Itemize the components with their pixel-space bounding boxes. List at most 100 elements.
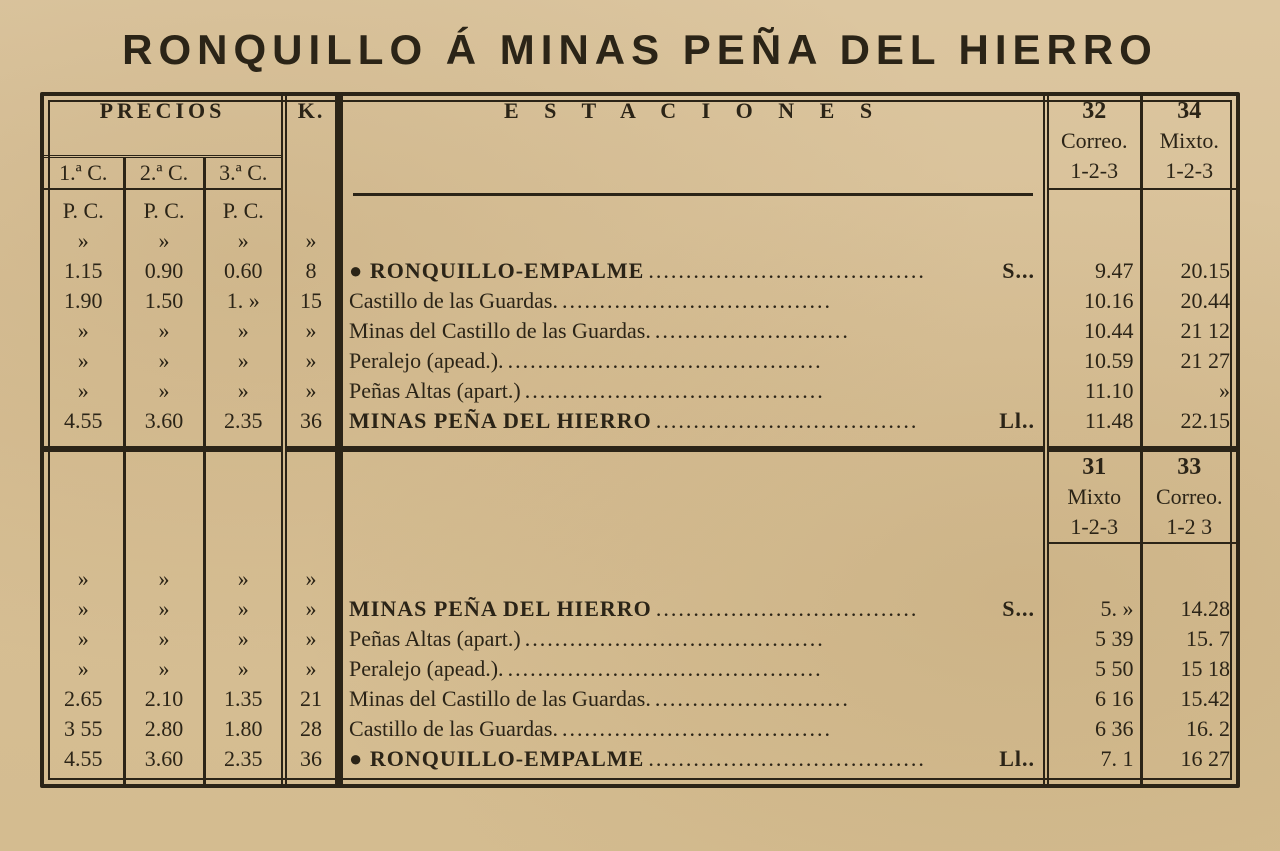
time-col-a: 11.10: [1046, 376, 1141, 406]
price-3: »: [204, 226, 284, 256]
hdr-train-34: 34 Mixto.: [1141, 96, 1236, 156]
table-row: »»»»Peralejo (apead.)...................…: [44, 654, 1236, 684]
km: »: [284, 594, 339, 624]
km: 36: [284, 744, 339, 774]
station-cell: [339, 226, 1046, 256]
time-col-b: [1141, 226, 1236, 256]
time-col-a: 6 36: [1046, 714, 1141, 744]
price-2: »: [124, 624, 204, 654]
station-cell: Peralejo (apead.).......................…: [339, 346, 1046, 376]
price-2: »: [124, 594, 204, 624]
station-name: MINAS PEÑA DEL HIERRO: [349, 596, 656, 621]
station-suffix: Ll..: [993, 744, 1035, 774]
leader-dots: ....................................: [562, 288, 832, 313]
time-col-b: 22.15: [1141, 406, 1236, 436]
km: 15: [284, 286, 339, 316]
hdr-train-32: 32 Correo.: [1046, 96, 1141, 156]
station-cell: Minas del Castillo de las Guardas.......…: [339, 316, 1046, 346]
price-1: »: [44, 564, 124, 594]
time-col-b: 16. 2: [1141, 714, 1236, 744]
station-name: Peralejo (apead.).: [349, 348, 508, 373]
time-col-a: 10.44: [1046, 316, 1141, 346]
station-name: MINAS PEÑA DEL HIERRO: [349, 408, 656, 433]
time-col-b: 16 27: [1141, 744, 1236, 774]
time-col-b: 20.44: [1141, 286, 1236, 316]
station-suffix: S...: [996, 256, 1035, 286]
table-row: »»»»: [44, 226, 1236, 256]
price-2: »: [124, 654, 204, 684]
price-1: »: [44, 624, 124, 654]
price-1: 1.15: [44, 256, 124, 286]
table-row: 1.150.900.608● RONQUILLO-EMPALME........…: [44, 256, 1236, 286]
table-row: 4.553.602.3536MINAS PEÑA DEL HIERRO.....…: [44, 406, 1236, 436]
station-cell: Minas del Castillo de las Guardas.......…: [339, 684, 1046, 714]
time-col-a: 9.47: [1046, 256, 1141, 286]
hdr-train31-cls: 1-2-3: [1046, 512, 1141, 543]
station-name: Peralejo (apead.).: [349, 656, 508, 681]
km: »: [284, 654, 339, 684]
time-col-b: 21 27: [1141, 346, 1236, 376]
leader-dots: ...................................: [656, 408, 919, 433]
station-suffix: S...: [996, 594, 1035, 624]
price-2: 3.60: [124, 406, 204, 436]
price-3: »: [204, 624, 284, 654]
time-col-b: [1141, 564, 1236, 594]
price-1: 4.55: [44, 406, 124, 436]
hdr-estaciones: E S T A C I O N E S: [339, 96, 1046, 189]
km: »: [284, 316, 339, 346]
time-col-b: 15.42: [1141, 684, 1236, 714]
station-cell: Peralejo (apead.).......................…: [339, 654, 1046, 684]
time-col-a: 5 50: [1046, 654, 1141, 684]
leader-dots: ..........................: [655, 686, 850, 711]
price-3: »: [204, 654, 284, 684]
station-cell: ● RONQUILLO-EMPALME.....................…: [339, 256, 1046, 286]
hdr-train33-cls: 1-2 3: [1141, 512, 1236, 543]
price-1: 2.65: [44, 684, 124, 714]
price-2: 3.60: [124, 744, 204, 774]
leader-dots: ........................................…: [508, 348, 823, 373]
pc3: P. C.: [204, 196, 284, 226]
price-1: »: [44, 316, 124, 346]
price-3: 1. »: [204, 286, 284, 316]
price-1: 3 55: [44, 714, 124, 744]
km: »: [284, 226, 339, 256]
time-col-b: 21 12: [1141, 316, 1236, 346]
price-3: »: [204, 316, 284, 346]
table-row: 2.652.101.3521Minas del Castillo de las …: [44, 684, 1236, 714]
price-2: »: [124, 226, 204, 256]
table-row: 4.553.602.3536● RONQUILLO-EMPALME.......…: [44, 744, 1236, 774]
station-cell: Castillo de las Guardas.................…: [339, 714, 1046, 744]
table-row: »»»»Peñas Altas (apart.)................…: [44, 376, 1236, 406]
leader-dots: .....................................: [648, 258, 926, 283]
hdr-k: K.: [284, 96, 339, 189]
time-col-a: 11.48: [1046, 406, 1141, 436]
hdr-train-31: 31 Mixto: [1046, 452, 1141, 512]
price-3: 2.35: [204, 744, 284, 774]
hdr-clase1: 1.ª C.: [44, 156, 124, 189]
pc1: P. C.: [44, 196, 124, 226]
price-1: »: [44, 376, 124, 406]
price-3: »: [204, 376, 284, 406]
price-2: »: [124, 316, 204, 346]
hdr-clase3: 3.ª C.: [204, 156, 284, 189]
price-1: »: [44, 346, 124, 376]
time-col-a: 10.59: [1046, 346, 1141, 376]
station-cell: Peñas Altas (apart.)....................…: [339, 376, 1046, 406]
time-col-b: 14.28: [1141, 594, 1236, 624]
price-1: »: [44, 654, 124, 684]
station-name: Peñas Altas (apart.): [349, 378, 525, 403]
price-2: »: [124, 346, 204, 376]
hdr-train32-cls: 1-2-3: [1046, 156, 1141, 189]
price-2: »: [124, 376, 204, 406]
time-col-b: 15. 7: [1141, 624, 1236, 654]
price-3: »: [204, 594, 284, 624]
time-col-b: 15 18: [1141, 654, 1236, 684]
hdr-train34-cls: 1-2-3: [1141, 156, 1236, 189]
table-row: »»»»Peralejo (apead.)...................…: [44, 346, 1236, 376]
time-col-b: 20.15: [1141, 256, 1236, 286]
price-1: 1.90: [44, 286, 124, 316]
station-name: Minas del Castillo de las Guardas.: [349, 686, 655, 711]
table-row: 3 552.801.8028Castillo de las Guardas...…: [44, 714, 1236, 744]
price-3: 0.60: [204, 256, 284, 286]
hdr-precios: PRECIOS: [44, 96, 284, 156]
